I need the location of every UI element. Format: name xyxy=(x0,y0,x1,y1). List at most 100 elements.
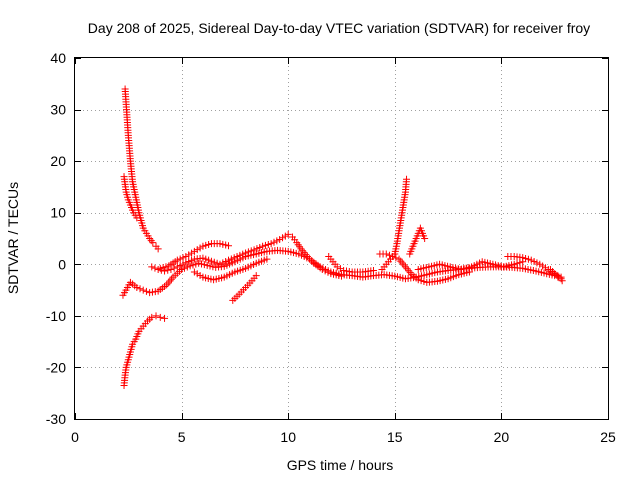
data-point-marker xyxy=(263,255,271,263)
data-point-marker xyxy=(196,271,204,279)
data-point-marker xyxy=(148,288,156,296)
data-point-marker xyxy=(253,245,261,253)
data-point-marker xyxy=(148,263,156,271)
data-point-marker xyxy=(558,277,566,285)
y-axis-label: SDTVAR / TECUs xyxy=(5,182,21,294)
data-point-marker xyxy=(539,262,547,270)
data-point-marker xyxy=(202,241,210,249)
y-tick-label: 40 xyxy=(50,50,66,66)
data-point-marker xyxy=(259,242,267,250)
data-point-marker xyxy=(369,266,377,274)
data-point-marker xyxy=(284,230,292,238)
x-axis-label: GPS time / hours xyxy=(287,457,394,473)
data-point-marker xyxy=(173,256,181,264)
data-point-marker xyxy=(188,249,196,257)
data-point-marker xyxy=(207,257,215,265)
data-point-marker xyxy=(195,259,203,267)
data-point-marker xyxy=(233,253,241,261)
y-tick-label: 10 xyxy=(50,205,66,221)
plot-frame xyxy=(74,57,609,420)
data-point-marker xyxy=(397,257,405,265)
data-point-marker xyxy=(392,254,400,262)
data-point-marker xyxy=(239,250,247,258)
data-point-marker xyxy=(519,254,527,262)
data-point-marker xyxy=(164,279,172,287)
data-point-marker xyxy=(179,260,187,268)
data-point-marker xyxy=(510,260,518,268)
data-point-marker xyxy=(170,264,178,272)
data-point-marker xyxy=(414,276,422,284)
data-point-marker xyxy=(389,253,397,261)
data-point-marker xyxy=(182,253,190,261)
axis-ticks xyxy=(75,58,609,420)
y-tick-label: -20 xyxy=(46,359,66,375)
data-point-marker xyxy=(196,244,204,252)
data-point-marker xyxy=(149,239,157,247)
data-point-marker xyxy=(530,258,538,266)
data-point-marker xyxy=(541,264,549,272)
data-point-marker xyxy=(261,241,269,249)
data-point-marker xyxy=(342,267,350,275)
x-tick-labels: 0 5 10 15 20 25 xyxy=(71,429,616,445)
data-point-marker xyxy=(299,247,307,255)
data-point-marker xyxy=(222,258,230,266)
data-point-marker xyxy=(279,234,287,242)
data-point-marker xyxy=(182,259,190,267)
data-point-marker xyxy=(202,255,210,263)
data-point-marker xyxy=(190,268,198,276)
data-point-marker xyxy=(206,262,214,270)
data-point-marker xyxy=(465,268,473,276)
data-point-marker xyxy=(216,260,224,268)
data-point-marker xyxy=(256,243,264,251)
data-point-marker xyxy=(336,265,344,273)
data-point-marker xyxy=(321,267,329,275)
data-point-marker xyxy=(513,259,521,267)
data-point-marker xyxy=(302,251,310,259)
data-point-marker xyxy=(183,263,191,271)
data-point-marker xyxy=(421,235,429,242)
data-point-marker xyxy=(216,240,224,248)
data-point-marker xyxy=(247,247,255,255)
data-point-marker xyxy=(340,266,348,274)
y-tick-labels: -30 -20 -10 0 10 20 30 40 xyxy=(46,50,66,427)
data-point-marker xyxy=(398,259,406,267)
data-point-marker xyxy=(180,264,188,272)
data-point-marker xyxy=(178,265,186,273)
data-point-marker xyxy=(395,255,403,263)
data-point-marker xyxy=(185,258,193,266)
data-point-marker xyxy=(173,263,181,271)
y-tick-label: -10 xyxy=(46,308,66,324)
data-point-marker xyxy=(222,241,230,249)
data-point-marker xyxy=(227,255,235,263)
data-point-marker xyxy=(522,254,530,262)
data-point-marker xyxy=(159,264,167,272)
data-point-marker xyxy=(152,312,160,320)
data-point-marker xyxy=(148,313,156,321)
x-tick-label: 0 xyxy=(71,429,79,445)
data-point-marker xyxy=(139,286,147,294)
data-point-marker xyxy=(151,288,159,296)
data-point-marker xyxy=(273,237,281,245)
data-point-marker xyxy=(179,254,187,262)
x-tick-label: 10 xyxy=(280,429,296,445)
data-point-marker xyxy=(167,275,175,283)
data-point-marker xyxy=(267,240,275,248)
data-point-marker xyxy=(236,251,244,259)
data-point-marker xyxy=(400,261,408,269)
data-point-marker xyxy=(225,256,233,264)
data-point-marker xyxy=(162,263,170,271)
data-point-marker xyxy=(203,261,211,269)
data-point-marker xyxy=(252,272,260,280)
data-point-marker xyxy=(193,246,201,254)
data-point-marker xyxy=(136,285,144,293)
data-point-marker xyxy=(133,214,141,222)
data-point-marker xyxy=(244,248,252,256)
data-markers xyxy=(119,85,566,389)
data-point-marker xyxy=(164,266,172,274)
data-point-marker xyxy=(219,259,227,267)
data-point-marker xyxy=(385,251,393,259)
grid xyxy=(75,58,608,419)
data-point-marker xyxy=(205,241,213,249)
data-point-marker xyxy=(154,245,162,253)
